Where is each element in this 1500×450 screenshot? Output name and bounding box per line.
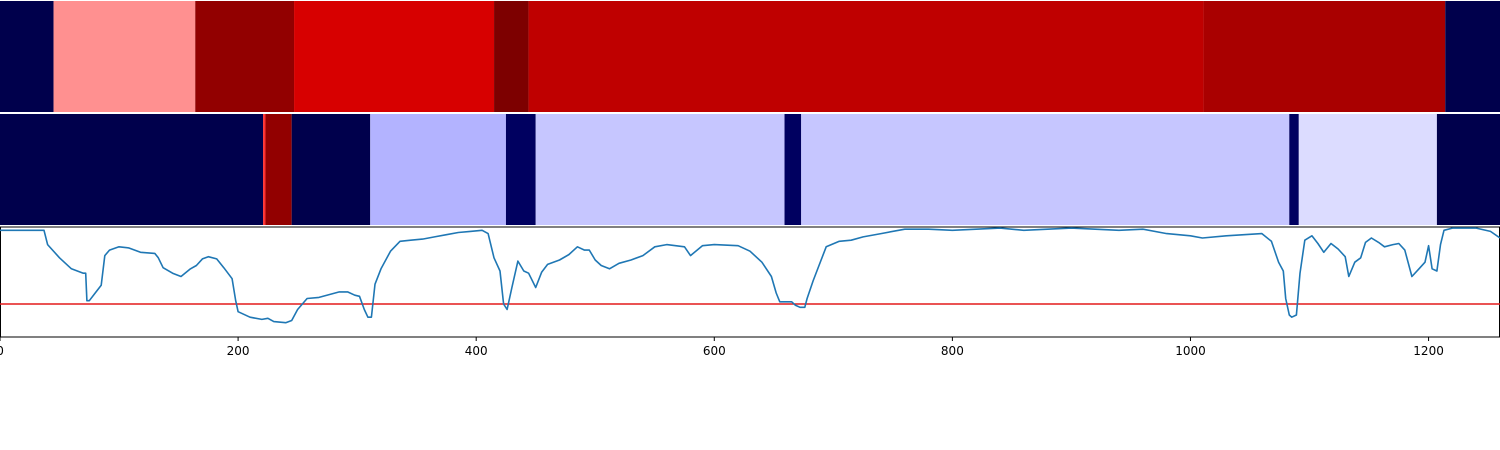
segment-0-1	[53, 1, 196, 112]
segment-0-3	[294, 1, 495, 112]
x-tick-label-800: 800	[941, 344, 964, 358]
x-tick-label-0: 0	[0, 344, 4, 358]
segment-1-7	[784, 114, 802, 225]
segment-0-6	[1203, 1, 1446, 112]
x-tick-label-600: 600	[703, 344, 726, 358]
segment-1-5	[505, 114, 536, 225]
line-panel	[0, 226, 1500, 338]
line-panel-frame	[0, 226, 1500, 338]
segment-1-11	[1436, 114, 1500, 225]
segment-1-10	[1298, 114, 1437, 225]
segment-1-6	[535, 114, 785, 225]
segment-track-top	[0, 1, 1500, 112]
segment-0-4	[494, 1, 529, 112]
segment-1-8	[801, 114, 1290, 225]
segment-0-7	[1445, 1, 1500, 112]
segment-track-middle	[0, 114, 1500, 225]
segment-0-5	[528, 1, 1204, 112]
x-tick-label-200: 200	[227, 344, 250, 358]
x-tick-label-1000: 1000	[1175, 344, 1206, 358]
x-axis: 0 200 400 600 800 1000 1200	[0, 337, 1444, 358]
segment-0-0	[0, 1, 54, 112]
segment-1-1	[263, 114, 266, 225]
segment-1-3	[291, 114, 371, 225]
segment-1-0	[0, 114, 264, 225]
signal-line	[0, 227, 1500, 324]
segment-0-2	[195, 1, 295, 112]
segment-1-9	[1289, 114, 1299, 225]
x-tick-label-400: 400	[465, 344, 488, 358]
x-tick-label-1200: 1200	[1413, 344, 1444, 358]
segment-1-4	[370, 114, 506, 225]
segment-1-2	[265, 114, 292, 225]
